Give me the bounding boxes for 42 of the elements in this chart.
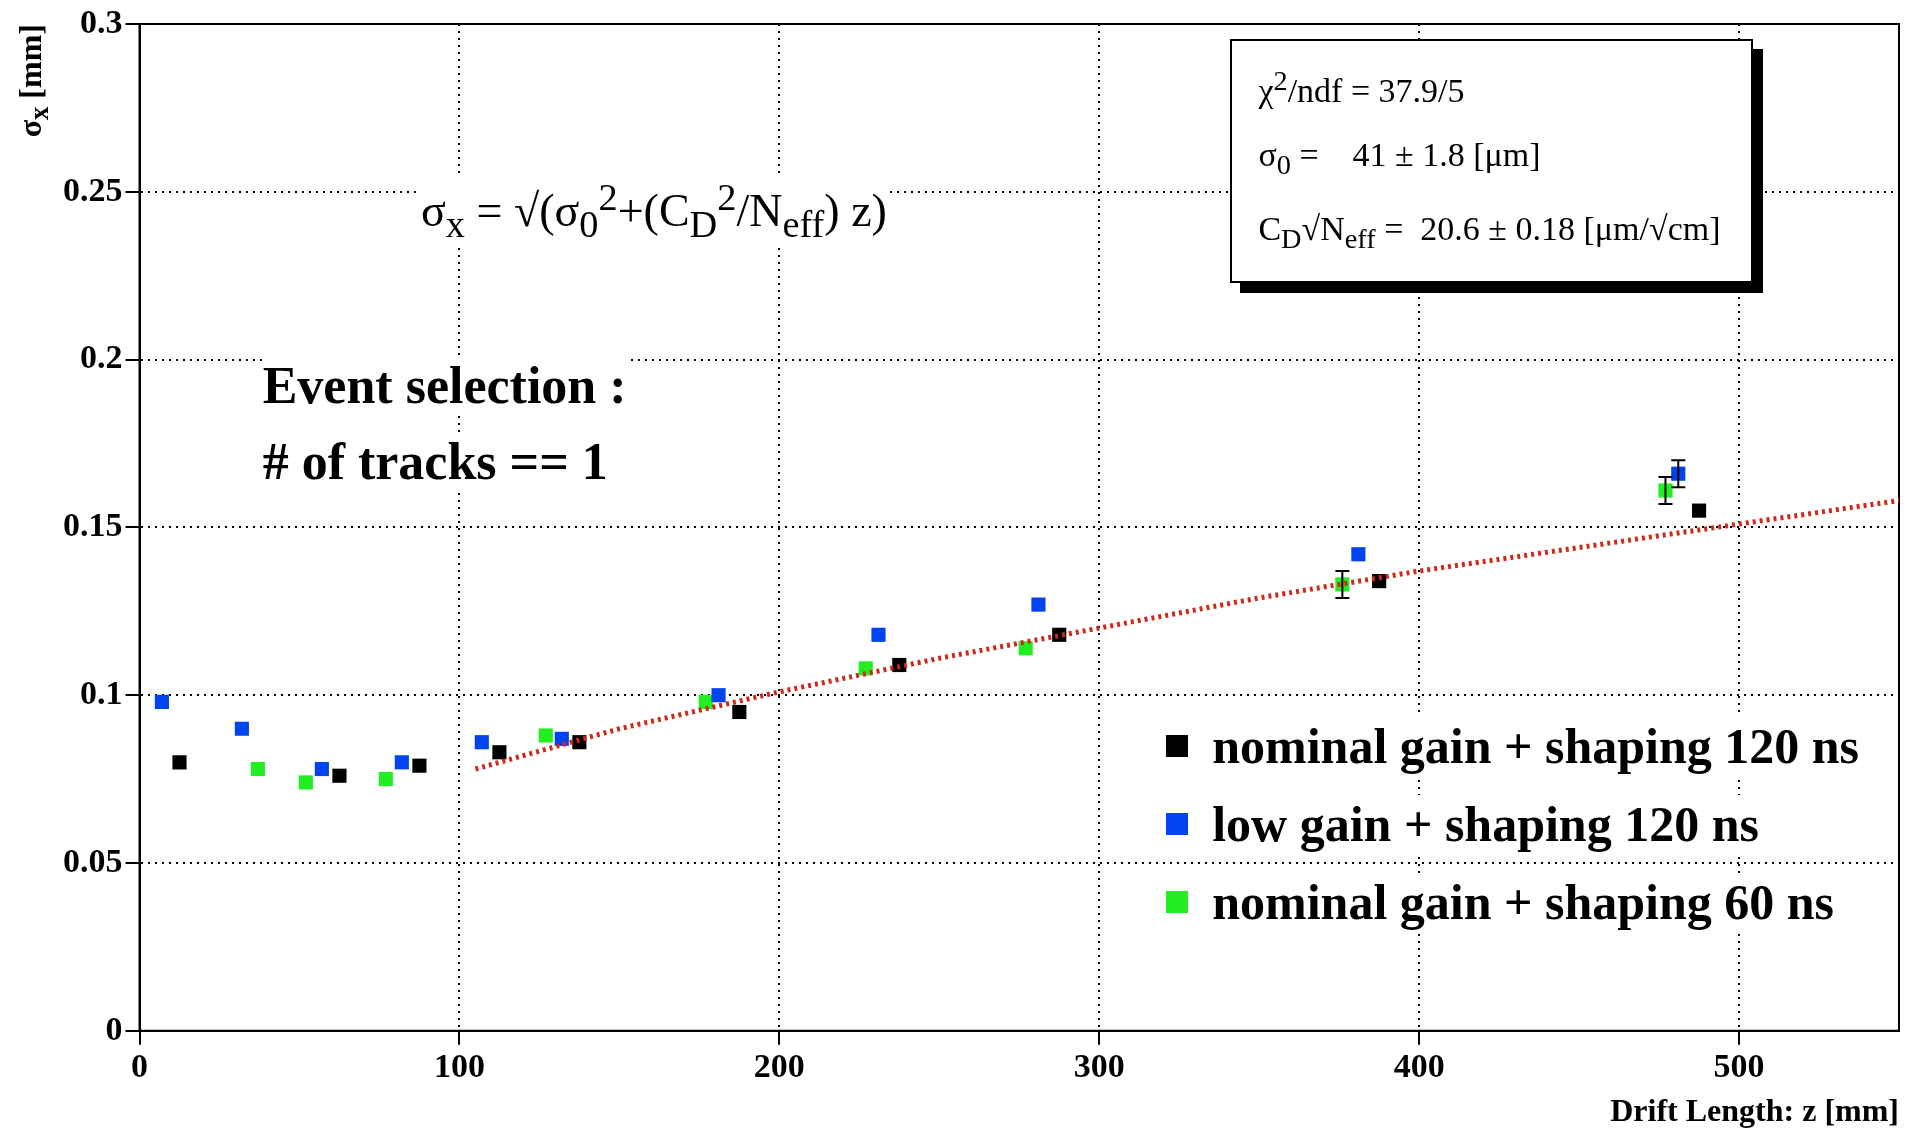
point: [1351, 547, 1366, 562]
y-tick-label: 0.3: [80, 2, 123, 40]
x-tick-label: 0: [131, 1046, 148, 1084]
x-tick-label: 300: [1073, 1046, 1125, 1084]
point: [871, 627, 886, 642]
point: [474, 735, 489, 750]
point: [378, 772, 393, 787]
point: [1031, 597, 1046, 612]
text: σ$_{x}$ = √(σ$_{0}$$^{2}$+(C$_{D}$$^{2}$/N$_{eff}$) z): [421, 176, 887, 245]
point: [492, 745, 507, 760]
annotation: # of tracks == 1: [262, 431, 608, 491]
y-tick-label: 0: [105, 1009, 123, 1047]
point: [332, 768, 347, 783]
point: [314, 761, 329, 777]
annotation: σ$_{0}$ = 41 ± 1.8 [μm]: [1258, 135, 1542, 183]
legend-label: low gain + shaping 120 ns: [1212, 794, 1759, 853]
point: [298, 775, 313, 790]
y-tick-label: 0.05: [63, 841, 123, 879]
y-tick-label: 0.1: [80, 673, 123, 711]
x-tick-label: 100: [433, 1046, 485, 1084]
y-tick-label: 0.15: [63, 506, 123, 544]
annotation: Event selection :: [262, 356, 627, 416]
point: [711, 688, 726, 703]
point: [1691, 503, 1707, 518]
annotation: C$_{D}$√N$_{eff}$ = 20.6 ± 0.18 [μm/√cm]: [1258, 209, 1721, 256]
point: [732, 704, 747, 720]
point: [172, 755, 187, 770]
x-tick-label: 200: [753, 1046, 805, 1084]
legend-label: nominal gain + shaping 60 ns: [1212, 872, 1834, 931]
x-tick-label: 400: [1393, 1046, 1445, 1084]
x-axis-title: Drift Length: z [mm]: [1610, 1092, 1899, 1129]
point: [394, 755, 409, 770]
y-tick-label: 0.2: [80, 338, 123, 376]
point: [250, 761, 265, 777]
x-tick-label: 500: [1713, 1046, 1765, 1084]
y-tick-label: 0.25: [63, 170, 123, 208]
annotation: χ$^{2}$/ndf = 37.9/5: [1258, 64, 1466, 112]
legend-label: nominal gain + shaping 120 ns: [1212, 716, 1859, 775]
point: [538, 728, 553, 743]
point: [154, 694, 169, 709]
point: [412, 758, 427, 773]
point: [234, 721, 249, 736]
